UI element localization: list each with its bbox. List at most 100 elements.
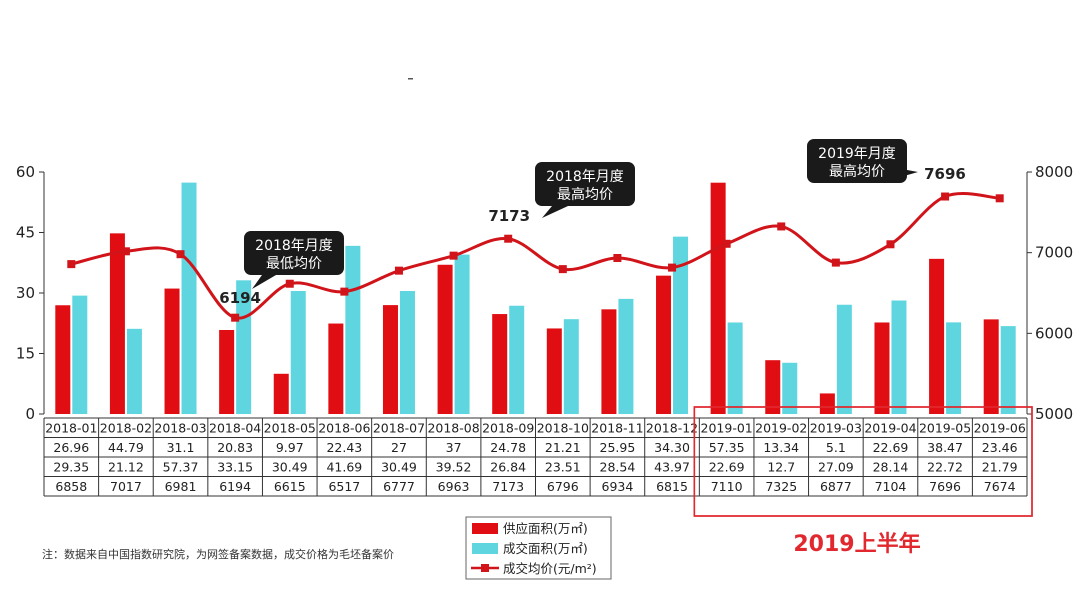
table-category-cell: 2018-05 bbox=[264, 421, 316, 436]
supply-bar bbox=[983, 319, 999, 414]
supply-bar bbox=[765, 360, 781, 414]
callout-line2: 最高均价 bbox=[829, 163, 885, 180]
legend-label-supply: 供应面积(万㎡) bbox=[503, 521, 588, 536]
table-deal-cell: 41.69 bbox=[326, 460, 362, 475]
table-category-cell: 2018-03 bbox=[154, 421, 206, 436]
table-category-cell: 2018-12 bbox=[646, 421, 698, 436]
price-marker bbox=[340, 287, 349, 296]
table-category-cell: 2019-03 bbox=[810, 421, 862, 436]
price-marker bbox=[121, 247, 130, 256]
table-category-cell: 2018-02 bbox=[100, 421, 152, 436]
right-tick-label: 6000 bbox=[1035, 324, 1073, 342]
table-price-cell: 6815 bbox=[656, 479, 688, 494]
table-supply-cell: 24.78 bbox=[490, 440, 526, 455]
table-price-cell: 7110 bbox=[711, 479, 743, 494]
table-price-cell: 6517 bbox=[328, 479, 360, 494]
supply-bar bbox=[328, 323, 344, 414]
legend-swatch-supply bbox=[472, 523, 498, 534]
table-category-cell: 2018-10 bbox=[537, 421, 589, 436]
supply-bar bbox=[382, 305, 398, 414]
table-deal-cell: 23.51 bbox=[545, 460, 581, 475]
table-price-cell: 6963 bbox=[438, 479, 470, 494]
supply-bar bbox=[492, 314, 508, 414]
table-deal-cell: 22.69 bbox=[709, 460, 745, 475]
supply-bar bbox=[437, 264, 453, 414]
table-price-cell: 7104 bbox=[875, 479, 907, 494]
table-category-cell: 2018-07 bbox=[373, 421, 425, 436]
price-marker bbox=[558, 265, 567, 274]
table-supply-cell: 22.69 bbox=[873, 440, 909, 455]
deal-bar bbox=[236, 280, 252, 414]
legend-label-deal: 成交面积(万㎡) bbox=[503, 541, 588, 556]
table-deal-cell: 57.37 bbox=[163, 460, 199, 475]
table-category-cell: 2018-01 bbox=[45, 421, 97, 436]
table-supply-cell: 44.79 bbox=[108, 440, 144, 455]
deal-bar bbox=[946, 322, 962, 414]
deal-bar bbox=[181, 182, 197, 414]
supply-bar bbox=[929, 258, 945, 414]
table-category-cell: 2019-06 bbox=[974, 421, 1026, 436]
legend-swatch-deal bbox=[472, 543, 498, 554]
deal-bar bbox=[454, 254, 470, 414]
price-marker bbox=[722, 239, 731, 248]
table-supply-cell: 34.30 bbox=[654, 440, 690, 455]
legend: 供应面积(万㎡) 成交面积(万㎡) 成交均价(元/m²) bbox=[465, 516, 612, 580]
supply-bar bbox=[819, 393, 835, 414]
table-deal-cell: 12.7 bbox=[767, 460, 795, 475]
table-supply-cell: 38.47 bbox=[927, 440, 963, 455]
table-supply-cell: 31.1 bbox=[167, 440, 195, 455]
callout-line1: 2019年月度 bbox=[818, 146, 896, 162]
callout-line1: 2018年月度 bbox=[546, 169, 624, 185]
supply-bar bbox=[656, 275, 672, 414]
deal-bar bbox=[836, 304, 852, 414]
table-category-cell: 2018-09 bbox=[482, 421, 534, 436]
price-marker bbox=[176, 250, 185, 259]
table-supply-cell: 37 bbox=[446, 440, 462, 455]
table-supply-cell: 22.43 bbox=[326, 440, 362, 455]
price-line bbox=[70, 192, 1000, 320]
deal-bar bbox=[290, 291, 306, 414]
table-deal-cell: 33.15 bbox=[217, 460, 253, 475]
right-tick-label: 8000 bbox=[1035, 163, 1073, 181]
supply-bar bbox=[874, 322, 890, 414]
deal-bar bbox=[1000, 326, 1016, 414]
highlight-label: 2019上半年 bbox=[793, 531, 920, 557]
left-tick-label: 30 bbox=[16, 284, 35, 302]
left-tick-label: 0 bbox=[25, 405, 35, 423]
table-category-cell: 2019-05 bbox=[919, 421, 971, 436]
highlight-box-outline bbox=[693, 406, 1033, 517]
price-marker bbox=[886, 240, 895, 249]
price-marker bbox=[941, 192, 950, 201]
left-tick-label: 60 bbox=[16, 163, 35, 181]
table-category-cell: 2018-04 bbox=[209, 421, 261, 436]
table-deal-cell: 28.54 bbox=[600, 460, 636, 475]
callout-box bbox=[535, 162, 635, 206]
table-price-cell: 7017 bbox=[110, 479, 142, 494]
price-marker bbox=[777, 222, 786, 231]
table-deal-cell: 29.35 bbox=[53, 460, 89, 475]
table-price-cell: 6877 bbox=[820, 479, 852, 494]
table-category-cell: 2018-11 bbox=[591, 421, 643, 436]
callout-line1: 2018年月度 bbox=[255, 238, 333, 254]
table-deal-cell: 43.97 bbox=[654, 460, 690, 475]
table-price-cell: 7325 bbox=[765, 479, 797, 494]
table-deal-cell: 28.14 bbox=[873, 460, 909, 475]
callout-box bbox=[244, 231, 344, 275]
deal-bar bbox=[782, 362, 798, 414]
table-price-cell: 7173 bbox=[492, 479, 524, 494]
price-marker bbox=[285, 279, 294, 288]
deal-bar bbox=[673, 236, 689, 414]
table-supply-cell: 26.96 bbox=[53, 440, 89, 455]
supply-bar bbox=[601, 309, 617, 414]
table-supply-cell: 13.34 bbox=[763, 440, 799, 455]
left-tick-label: 15 bbox=[16, 345, 35, 363]
supply-bar bbox=[109, 233, 125, 414]
price-marker bbox=[504, 234, 513, 243]
table-deal-cell: 26.84 bbox=[490, 460, 526, 475]
table-category-cell: 2019-02 bbox=[755, 421, 807, 436]
right-tick-label: 5000 bbox=[1035, 405, 1073, 423]
table-price-cell: 6796 bbox=[547, 479, 579, 494]
